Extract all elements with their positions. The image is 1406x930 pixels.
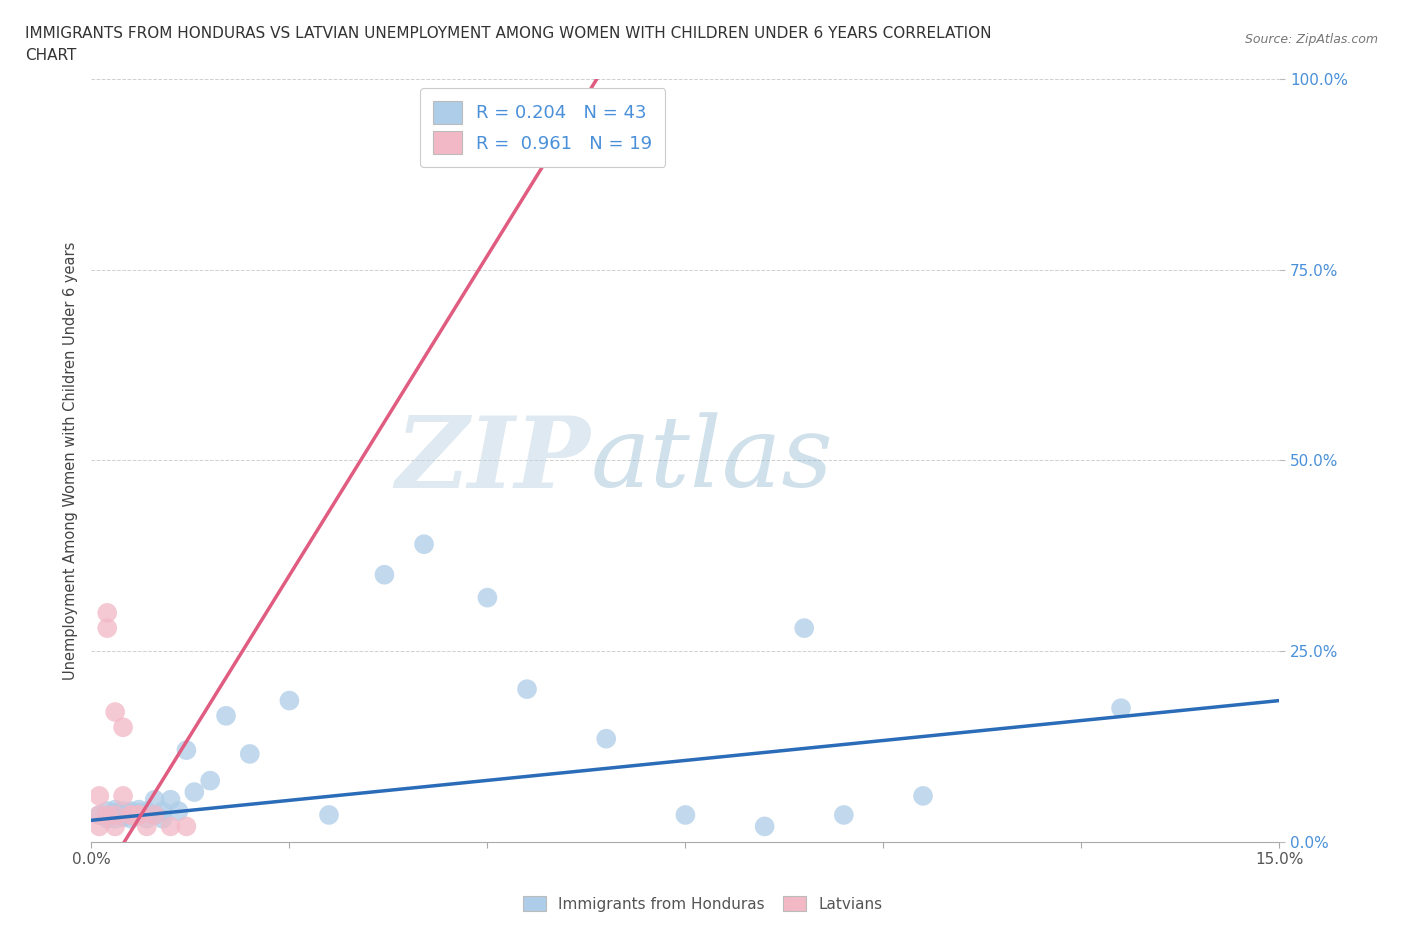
Point: [120, 811, 142, 826]
Point: [673, 807, 696, 822]
Text: Source: ZipAtlas.com: Source: ZipAtlas.com: [1244, 33, 1378, 46]
Point: [477, 591, 499, 605]
Point: [239, 747, 262, 762]
Point: [104, 807, 127, 822]
Point: [516, 682, 538, 697]
Point: [96, 804, 118, 818]
Point: [128, 805, 150, 820]
Point: [112, 789, 135, 804]
Point: [120, 805, 142, 820]
Text: IMMIGRANTS FROM HONDURAS VS LATVIAN UNEMPLOYMENT AMONG WOMEN WITH CHILDREN UNDER: IMMIGRANTS FROM HONDURAS VS LATVIAN UNEM…: [25, 26, 991, 41]
Point: [96, 605, 118, 620]
Point: [112, 720, 135, 735]
Point: [143, 807, 166, 822]
Point: [112, 810, 135, 825]
Point: [159, 792, 181, 807]
Point: [159, 819, 181, 834]
Point: [135, 819, 157, 834]
Text: atlas: atlas: [591, 413, 834, 508]
Point: [112, 807, 135, 822]
Point: [128, 807, 150, 822]
Legend: R = 0.204   N = 43, R =  0.961   N = 19: R = 0.204 N = 43, R = 0.961 N = 19: [420, 88, 665, 167]
Point: [1109, 701, 1132, 716]
Point: [128, 807, 150, 822]
Point: [89, 789, 111, 804]
Point: [104, 805, 127, 820]
Point: [167, 804, 190, 818]
Point: [754, 819, 776, 834]
Text: ZIP: ZIP: [395, 412, 591, 509]
Point: [120, 807, 142, 822]
Point: [176, 819, 198, 834]
Text: CHART: CHART: [25, 48, 77, 63]
Point: [278, 693, 301, 708]
Point: [200, 773, 222, 788]
Point: [143, 807, 166, 822]
Point: [104, 803, 127, 817]
Point: [152, 811, 174, 826]
Point: [96, 620, 118, 635]
Point: [152, 804, 174, 818]
Point: [89, 807, 111, 822]
Point: [104, 705, 127, 720]
Point: [832, 807, 855, 822]
Y-axis label: Unemployment Among Women with Children Under 6 years: Unemployment Among Women with Children U…: [63, 241, 79, 680]
Point: [128, 807, 150, 822]
Point: [89, 807, 111, 822]
Point: [120, 807, 142, 822]
Point: [135, 811, 157, 826]
Point: [143, 792, 166, 807]
Point: [215, 709, 238, 724]
Point: [104, 811, 127, 826]
Point: [413, 537, 436, 551]
Point: [135, 804, 157, 818]
Point: [176, 743, 198, 758]
Point: [120, 804, 142, 818]
Point: [120, 807, 142, 822]
Point: [112, 804, 135, 818]
Point: [793, 620, 815, 635]
Point: [318, 807, 340, 822]
Point: [89, 819, 111, 834]
Legend: Immigrants from Honduras, Latvians: Immigrants from Honduras, Latvians: [517, 889, 889, 918]
Point: [911, 789, 934, 804]
Point: [96, 807, 118, 822]
Point: [595, 731, 617, 746]
Point: [96, 811, 118, 826]
Point: [183, 785, 205, 800]
Point: [373, 567, 395, 582]
Point: [104, 807, 127, 822]
Point: [104, 819, 127, 834]
Point: [128, 803, 150, 817]
